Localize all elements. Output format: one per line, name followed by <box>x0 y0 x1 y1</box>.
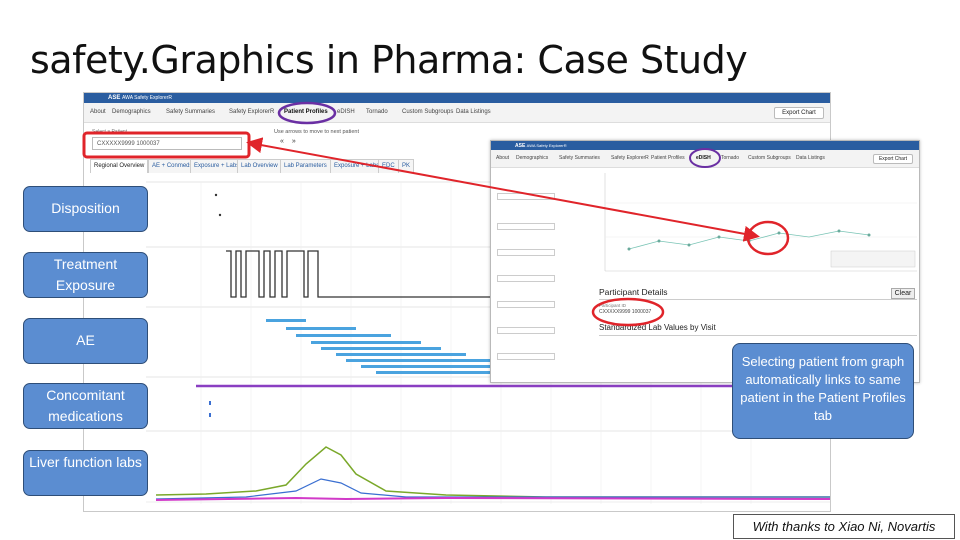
lab-line-blue[interactable] <box>155 478 831 500</box>
inset-nav-about[interactable]: About <box>496 155 510 161</box>
ae-bar[interactable] <box>346 359 491 362</box>
lab-values-divider <box>599 335 917 336</box>
conmed-marker[interactable] <box>209 401 211 405</box>
treatment-exposure-line[interactable] <box>226 250 831 298</box>
lab-line-green[interactable] <box>155 446 831 498</box>
ae-bar[interactable] <box>321 347 441 350</box>
tab-exposure-labs[interactable]: Exposure + Labs <box>190 159 244 173</box>
nav-safety-explorer[interactable]: Safety ExplorerR <box>229 109 275 115</box>
tab-regional-overview[interactable]: Regional Overview <box>90 159 149 173</box>
ae-bar[interactable] <box>266 319 306 322</box>
track-label-ae: AE <box>23 318 148 364</box>
edish-point[interactable] <box>777 231 781 235</box>
edish-point[interactable] <box>717 235 721 239</box>
nav-safety-summaries[interactable]: Safety Summaries <box>166 109 216 115</box>
ae-bar[interactable] <box>286 327 356 330</box>
track-label-disposition: Disposition <box>23 186 148 232</box>
control-select[interactable] <box>497 249 555 256</box>
disposition-event[interactable] <box>218 213 222 217</box>
nav-about[interactable]: About <box>90 109 106 115</box>
nav-edish[interactable]: eDISH <box>337 109 355 115</box>
nav-custom-subgroups[interactable]: Custom Subgroups <box>402 109 454 115</box>
ae-bar[interactable] <box>311 341 421 344</box>
inset-nav-tornado[interactable]: Tornado <box>721 155 740 161</box>
ae-bar[interactable] <box>336 353 466 356</box>
edish-point[interactable] <box>747 239 751 243</box>
edish-point[interactable] <box>687 243 691 247</box>
inset-export-chart-button[interactable]: Export Chart <box>873 154 913 164</box>
tab-exposure-labs-2[interactable]: Exposure + Labs <box>330 159 384 173</box>
patient-nav-arrows[interactable]: « » <box>280 138 299 145</box>
edish-point[interactable] <box>627 247 631 251</box>
slide-title: safety.Graphics in Pharma: Case Study <box>30 38 748 82</box>
nav-tornado[interactable]: Tornado <box>366 109 388 115</box>
inset-nav-patient-profiles[interactable]: Patient Profiles <box>651 155 685 161</box>
nav-patient-profiles[interactable]: Patient Profiles <box>284 109 328 115</box>
track-label-liver-function-labs: Liver function labs <box>23 450 148 496</box>
control-select[interactable] <box>497 223 555 230</box>
disposition-event[interactable] <box>214 193 218 197</box>
app-logo: ASE AWA Safety ExplorerR <box>108 95 172 101</box>
linking-callout: Selecting patient from graph automatical… <box>732 343 914 439</box>
ae-bar[interactable] <box>376 371 556 374</box>
edish-point[interactable] <box>657 239 661 243</box>
main-navbar: About Demographics Safety Summaries Safe… <box>84 103 830 123</box>
credit-box: With thanks to Xiao Ni, Novartis <box>733 514 955 539</box>
control-select[interactable] <box>497 353 555 360</box>
edish-controls-panel <box>497 171 597 382</box>
inset-nav-custom-subgroups[interactable]: Custom Subgroups <box>748 155 791 161</box>
inset-nav-safety-summaries[interactable]: Safety Summaries <box>559 155 600 161</box>
nav-demographics[interactable]: Demographics <box>112 109 151 115</box>
ae-bars <box>266 319 556 374</box>
export-chart-button[interactable]: Export Chart <box>774 107 824 119</box>
lab-line-magenta[interactable] <box>155 496 831 501</box>
control-select[interactable] <box>497 301 555 308</box>
ae-bar[interactable] <box>296 334 391 337</box>
control-select[interactable] <box>497 275 555 282</box>
app-header: ASE AWA Safety ExplorerR <box>84 93 830 103</box>
clear-button[interactable]: Clear <box>891 288 915 299</box>
participant-id-value: CXXXXX9999 1000037 <box>599 309 652 315</box>
edish-point[interactable] <box>837 229 841 233</box>
tab-pk[interactable]: PK <box>398 159 415 173</box>
edish-point[interactable] <box>867 233 871 237</box>
track-label-treatment-exposure: Treatment Exposure <box>23 252 148 298</box>
edish-scatter-plot <box>604 173 917 272</box>
lab-values-title: Standardized Lab Values by Visit <box>599 323 716 332</box>
inset-nav-data-listings[interactable]: Data Listings <box>796 155 825 161</box>
participant-details-header: Participant Details Clear <box>599 286 917 300</box>
navigation-hint: Use arrows to move to next patient <box>274 129 359 135</box>
conmed-marker[interactable] <box>209 413 211 417</box>
ae-bar[interactable] <box>361 365 521 368</box>
edish-points <box>627 229 871 251</box>
control-select[interactable] <box>497 193 555 200</box>
tab-edc[interactable]: EDC <box>378 159 399 173</box>
track-label-concomitant-medications: Concomitant medications <box>23 383 148 429</box>
inset-nav-safety-explorer[interactable]: Safety ExplorerR <box>611 155 649 161</box>
tab-lab-parameters[interactable]: Lab Parameters <box>280 159 331 173</box>
patient-select-label: Select a Patient <box>92 129 128 135</box>
inset-nav-edish[interactable]: eDISH <box>696 155 711 161</box>
tab-lab-overview[interactable]: Lab Overview <box>237 159 282 173</box>
patient-id-input[interactable]: CXXXXX9999 1000037 <box>92 137 242 150</box>
participant-id-label: Participant ID <box>599 303 627 308</box>
participant-details-title: Participant Details <box>599 287 668 297</box>
nav-data-listings[interactable]: Data Listings <box>456 109 491 115</box>
inset-nav-demographics[interactable]: Demographics <box>516 155 549 161</box>
edish-tooltip <box>830 250 916 268</box>
inset-navbar: About Demographics Safety Summaries Safe… <box>491 150 919 168</box>
control-select[interactable] <box>497 327 555 334</box>
inset-app-header: ASE AWA Safety ExplorerR <box>491 141 919 150</box>
